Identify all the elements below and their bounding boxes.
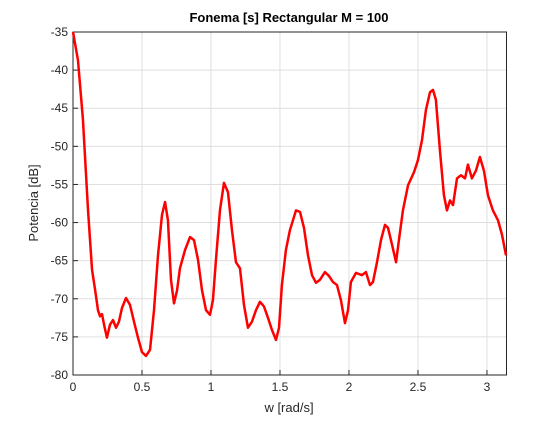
y-tick-label: -70 bbox=[51, 292, 69, 306]
y-tick-label: -60 bbox=[51, 216, 69, 230]
y-tick-label: -45 bbox=[51, 101, 69, 115]
x-tick-label: 3 bbox=[484, 380, 491, 394]
x-axis-label: w [rad/s] bbox=[263, 400, 313, 415]
axes-box bbox=[72, 31, 507, 376]
x-tick-label: 0.5 bbox=[134, 380, 151, 394]
y-tick-label: -40 bbox=[51, 63, 69, 77]
data-line bbox=[71, 31, 508, 358]
plot-area bbox=[73, 32, 507, 375]
y-tick-label: -50 bbox=[51, 139, 69, 153]
y-tick-label: -75 bbox=[51, 330, 69, 344]
x-tick-label: 2.5 bbox=[410, 380, 427, 394]
y-tick-label: -35 bbox=[51, 25, 69, 39]
x-tick-label: 2 bbox=[346, 380, 353, 394]
x-tick-label: 1.5 bbox=[272, 380, 289, 394]
y-tick-label: -65 bbox=[51, 254, 69, 268]
chart-title: Fonema [s] Rectangular M = 100 bbox=[189, 10, 388, 25]
y-axis-label: Potencia [dB] bbox=[26, 164, 41, 241]
y-tick-label: -55 bbox=[51, 177, 69, 191]
x-tick-label: 0 bbox=[70, 380, 77, 394]
y-tick-label: -80 bbox=[51, 368, 69, 382]
x-tick-label: 1 bbox=[208, 380, 215, 394]
